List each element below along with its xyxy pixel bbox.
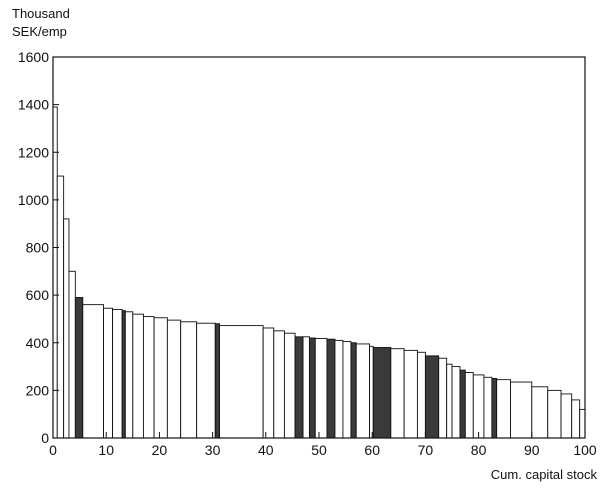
bar-14 (180, 321, 198, 439)
x-tick-label-70: 70 (418, 442, 434, 458)
y-axis-label-line1: Thousand (12, 6, 70, 21)
bar-2 (63, 218, 70, 439)
bar-12 (153, 317, 168, 439)
y-tick-label-600: 600 (26, 287, 50, 303)
x-tick-label-0: 0 (49, 442, 57, 458)
bar-7 (112, 308, 123, 439)
bar-44 (496, 379, 511, 439)
bar-20 (283, 332, 296, 439)
x-tick-label-40: 40 (258, 442, 274, 458)
x-tick-label-20: 20 (152, 442, 168, 458)
bar-49 (571, 399, 581, 439)
bar-3 (68, 270, 76, 439)
y-tick-label-1400: 1400 (18, 97, 49, 113)
bar-9 (124, 311, 134, 439)
bar-32 (390, 348, 405, 439)
x-tick-label-80: 80 (471, 442, 487, 458)
bar-6 (103, 307, 114, 439)
bar-27 (342, 341, 352, 439)
y-tick-label-1200: 1200 (18, 144, 49, 160)
bars-layer (52, 106, 586, 439)
y-tick-label-1600: 1600 (18, 49, 49, 65)
bar-50 (579, 408, 586, 439)
bar-36 (438, 357, 448, 439)
bar-37 (446, 363, 453, 439)
bar-1 (56, 175, 65, 439)
bar-34 (416, 351, 426, 439)
y-tick-label-200: 200 (26, 382, 50, 398)
highlighted-bar-39 (459, 369, 466, 439)
x-tick-label-50: 50 (311, 442, 327, 458)
highlighted-bar-28 (350, 342, 357, 439)
bar-15 (196, 322, 216, 439)
bar-48 (560, 393, 573, 439)
bar-38 (451, 366, 461, 439)
bar-46 (531, 386, 549, 439)
bar-18 (262, 327, 275, 439)
highlighted-bar-35 (424, 355, 440, 439)
bar-26 (334, 339, 344, 439)
y-tick-label-400: 400 (26, 335, 50, 351)
bar-17 (219, 325, 264, 439)
bar-24 (314, 338, 328, 439)
bar-22 (302, 336, 310, 439)
bar-40 (464, 372, 474, 439)
x-tick-label-90: 90 (524, 442, 540, 458)
x-tick-label-60: 60 (364, 442, 380, 458)
bar-13 (166, 319, 182, 439)
highlighted-bar-16 (214, 323, 220, 439)
y-axis-label-line2: SEK/emp (12, 24, 67, 39)
x-tick-label-30: 30 (205, 442, 221, 458)
highlighted-bar-4 (74, 297, 84, 439)
bar-33 (403, 349, 418, 439)
x-tick-label-10: 10 (98, 442, 114, 458)
bar-19 (273, 330, 285, 439)
bar-0 (52, 106, 58, 439)
bar-41 (472, 374, 485, 439)
highlighted-bar-31 (372, 347, 392, 439)
x-tick-label-100: 100 (573, 442, 597, 458)
bar-29 (355, 343, 370, 439)
bar-47 (547, 389, 562, 439)
highlighted-bar-25 (326, 338, 336, 439)
y-tick-label-0: 0 (41, 430, 49, 446)
bar-5 (82, 304, 104, 439)
y-tick-label-800: 800 (26, 240, 50, 256)
bar-42 (483, 376, 493, 439)
highlighted-bar-43 (491, 378, 498, 439)
bar-11 (142, 316, 155, 439)
x-axis-label: Cum. capital stock (490, 467, 597, 482)
ticks-layer: 0 200 400 600 800 1000 1200 1400 1600 0 10 20 30 40 50… (18, 49, 597, 458)
bar-45 (510, 381, 533, 439)
y-tick-label-1000: 1000 (18, 192, 49, 208)
bar-10 (132, 313, 144, 439)
highlighted-bar-21 (294, 336, 304, 439)
highlighted-bar-8 (121, 310, 126, 439)
bar-30 (369, 345, 374, 439)
highlighted-bar-23 (308, 337, 316, 439)
